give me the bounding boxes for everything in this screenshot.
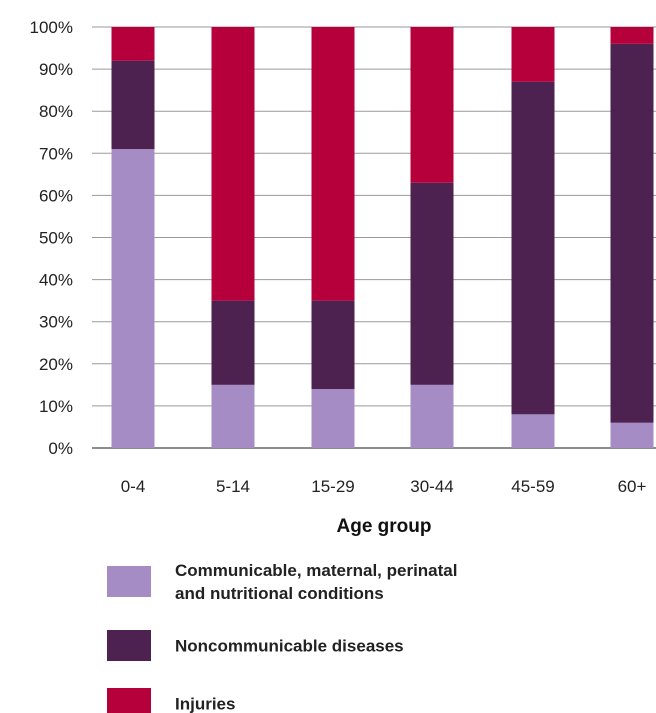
x-tick-label: 5-14 [216,477,250,496]
legend-label: Noncommunicable diseases [175,637,404,656]
y-tick-label: 20% [39,355,73,374]
x-tick-label: 45-59 [511,477,554,496]
bar-segment-series-1 [111,60,155,150]
bar-stack-15-29 [311,27,355,448]
x-tick-label: 30-44 [410,477,453,496]
x-tick-label: 15-29 [311,477,354,496]
bar-segment-series-2 [211,27,255,301]
bar-segment-series-2 [511,27,555,82]
y-tick-label: 80% [39,102,73,121]
bar-segment-series-2 [610,27,654,44]
y-axis-ticks: 0% 10% 20% 30% 40% 50% 60% 70% 80% 90% 100% [30,18,73,458]
x-tick-label: 0-4 [121,477,146,496]
x-tick-label: 60+ [618,477,647,496]
bar-segment-series-0 [410,384,454,448]
y-tick-label: 90% [39,60,73,79]
y-tick-label: 60% [39,186,73,205]
y-tick-label: 0% [48,439,73,458]
gridlines [92,26,656,449]
bar-segment-series-0 [511,414,555,448]
legend: Communicable, maternal, perinatal and nut… [107,561,457,713]
bar-segment-series-0 [111,149,155,448]
legend-entry: Communicable, maternal, perinatal and nut… [107,561,457,603]
bar-stack-5-14 [211,27,255,448]
bar-segment-series-1 [511,81,555,415]
legend-swatch [107,630,151,661]
bar-segment-series-1 [410,182,454,385]
bar-segment-series-0 [311,389,355,448]
legend-entry: Noncommunicable diseases [107,630,404,661]
legend-label: and nutritional conditions [175,584,384,603]
y-tick-label: 40% [39,271,73,290]
bar-segment-series-0 [610,422,654,448]
legend-swatch [107,566,151,597]
bar-stack-0-4 [111,27,155,448]
y-tick-label: 10% [39,397,73,416]
legend-swatch [107,688,151,713]
bar-segment-series-2 [410,27,454,183]
bar-segment-series-1 [610,43,654,423]
y-tick-label: 100% [30,18,73,37]
legend-label: Injuries [175,695,235,713]
legend-label: Communicable, maternal, perinatal [175,561,457,580]
y-tick-label: 70% [39,144,73,163]
bar-segment-series-1 [211,300,255,385]
bar-segment-series-1 [311,300,355,390]
y-tick-label: 30% [39,313,73,332]
x-axis-title: Age group [337,516,432,537]
bar-stack-45-59 [511,27,555,448]
bar-stack-30-44 [410,27,454,448]
bar-segment-series-2 [311,27,355,301]
legend-entry: Injuries [107,688,235,713]
bar-segment-series-2 [111,27,155,61]
bar-stack-60+ [610,27,654,448]
bars [111,27,654,448]
y-tick-label: 50% [39,229,73,248]
bar-segment-series-0 [211,384,255,448]
x-axis-ticks: 0-4 5-14 15-29 30-44 45-59 60+ [121,477,647,496]
